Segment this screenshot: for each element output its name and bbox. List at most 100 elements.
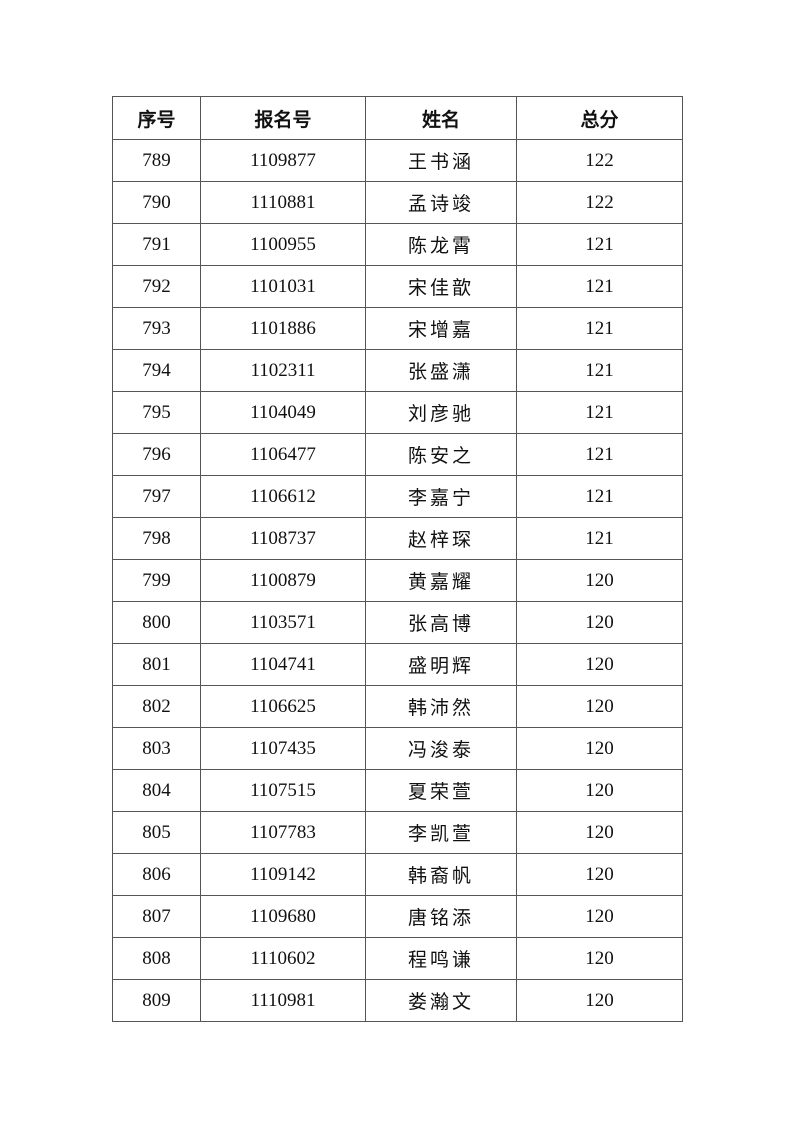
table-row: 792 1101031 宋佳歆 121 xyxy=(112,265,683,308)
header-index: 序号 xyxy=(112,96,201,140)
cell-total-score: 121 xyxy=(516,223,683,266)
cell-index: 806 xyxy=(112,853,201,896)
cell-registration-no: 1104741 xyxy=(200,643,366,686)
cell-name: 孟诗竣 xyxy=(365,181,517,224)
cell-index: 791 xyxy=(112,223,201,266)
cell-registration-no: 1106612 xyxy=(200,475,366,518)
cell-registration-no: 1100955 xyxy=(200,223,366,266)
cell-total-score: 122 xyxy=(516,139,683,182)
cell-name: 李凯萱 xyxy=(365,811,517,854)
table-row: 805 1107783 李凯萱 120 xyxy=(112,811,683,854)
cell-registration-no: 1110881 xyxy=(200,181,366,224)
cell-index: 809 xyxy=(112,979,201,1022)
table-row: 795 1104049 刘彦驰 121 xyxy=(112,391,683,434)
cell-index: 805 xyxy=(112,811,201,854)
table-row: 794 1102311 张盛潇 121 xyxy=(112,349,683,392)
cell-name: 宋佳歆 xyxy=(365,265,517,308)
cell-registration-no: 1101886 xyxy=(200,307,366,350)
header-total-score: 总分 xyxy=(516,96,683,140)
table-row: 803 1107435 冯浚泰 120 xyxy=(112,727,683,770)
table-row: 806 1109142 韩裔帆 120 xyxy=(112,853,683,896)
cell-name: 陈安之 xyxy=(365,433,517,476)
header-name: 姓名 xyxy=(365,96,517,140)
cell-total-score: 120 xyxy=(516,685,683,728)
cell-total-score: 121 xyxy=(516,475,683,518)
table-row: 793 1101886 宋增嘉 121 xyxy=(112,307,683,350)
header-registration-no: 报名号 xyxy=(200,96,366,140)
cell-name: 夏荣萱 xyxy=(365,769,517,812)
cell-index: 793 xyxy=(112,307,201,350)
cell-registration-no: 1104049 xyxy=(200,391,366,434)
cell-name: 韩沛然 xyxy=(365,685,517,728)
cell-name: 刘彦驰 xyxy=(365,391,517,434)
cell-total-score: 120 xyxy=(516,559,683,602)
cell-index: 802 xyxy=(112,685,201,728)
cell-index: 797 xyxy=(112,475,201,518)
cell-total-score: 120 xyxy=(516,727,683,770)
table-row: 797 1106612 李嘉宁 121 xyxy=(112,475,683,518)
cell-name: 王书涵 xyxy=(365,139,517,182)
cell-registration-no: 1108737 xyxy=(200,517,366,560)
table-row: 809 1110981 娄瀚文 120 xyxy=(112,979,683,1022)
cell-index: 800 xyxy=(112,601,201,644)
table-row: 790 1110881 孟诗竣 122 xyxy=(112,181,683,224)
table-row: 808 1110602 程鸣谦 120 xyxy=(112,937,683,980)
cell-name: 冯浚泰 xyxy=(365,727,517,770)
cell-total-score: 120 xyxy=(516,979,683,1022)
table-row: 799 1100879 黄嘉耀 120 xyxy=(112,559,683,602)
cell-registration-no: 1110981 xyxy=(200,979,366,1022)
table-row: 800 1103571 张高博 120 xyxy=(112,601,683,644)
cell-index: 795 xyxy=(112,391,201,434)
cell-index: 790 xyxy=(112,181,201,224)
cell-index: 796 xyxy=(112,433,201,476)
table-row: 801 1104741 盛明辉 120 xyxy=(112,643,683,686)
cell-name: 娄瀚文 xyxy=(365,979,517,1022)
cell-registration-no: 1101031 xyxy=(200,265,366,308)
table-row: 802 1106625 韩沛然 120 xyxy=(112,685,683,728)
cell-total-score: 120 xyxy=(516,601,683,644)
table-row: 789 1109877 王书涵 122 xyxy=(112,139,683,182)
cell-total-score: 120 xyxy=(516,643,683,686)
cell-registration-no: 1102311 xyxy=(200,349,366,392)
cell-index: 789 xyxy=(112,139,201,182)
cell-total-score: 121 xyxy=(516,391,683,434)
cell-total-score: 121 xyxy=(516,349,683,392)
cell-name: 宋增嘉 xyxy=(365,307,517,350)
cell-name: 赵梓琛 xyxy=(365,517,517,560)
table-row: 798 1108737 赵梓琛 121 xyxy=(112,517,683,560)
table-row: 807 1109680 唐铭添 120 xyxy=(112,895,683,938)
cell-index: 807 xyxy=(112,895,201,938)
cell-registration-no: 1109142 xyxy=(200,853,366,896)
cell-index: 801 xyxy=(112,643,201,686)
cell-total-score: 121 xyxy=(516,265,683,308)
cell-registration-no: 1109877 xyxy=(200,139,366,182)
cell-name: 韩裔帆 xyxy=(365,853,517,896)
cell-registration-no: 1109680 xyxy=(200,895,366,938)
cell-registration-no: 1106625 xyxy=(200,685,366,728)
cell-total-score: 120 xyxy=(516,853,683,896)
cell-registration-no: 1110602 xyxy=(200,937,366,980)
cell-total-score: 120 xyxy=(516,769,683,812)
score-table: 序号 报名号 姓名 总分 789 1109877 王书涵 122 790 1110881 孟… xyxy=(112,96,683,1022)
cell-index: 792 xyxy=(112,265,201,308)
cell-total-score: 120 xyxy=(516,811,683,854)
cell-index: 798 xyxy=(112,517,201,560)
cell-name: 黄嘉耀 xyxy=(365,559,517,602)
cell-registration-no: 1100879 xyxy=(200,559,366,602)
cell-registration-no: 1103571 xyxy=(200,601,366,644)
cell-registration-no: 1107435 xyxy=(200,727,366,770)
cell-name: 盛明辉 xyxy=(365,643,517,686)
cell-total-score: 120 xyxy=(516,937,683,980)
cell-registration-no: 1106477 xyxy=(200,433,366,476)
cell-total-score: 120 xyxy=(516,895,683,938)
table-row: 804 1107515 夏荣萱 120 xyxy=(112,769,683,812)
cell-index: 794 xyxy=(112,349,201,392)
cell-total-score: 121 xyxy=(516,307,683,350)
cell-registration-no: 1107515 xyxy=(200,769,366,812)
cell-index: 799 xyxy=(112,559,201,602)
cell-name: 李嘉宁 xyxy=(365,475,517,518)
header-row: 序号 报名号 姓名 总分 xyxy=(112,96,683,140)
table-row: 796 1106477 陈安之 121 xyxy=(112,433,683,476)
cell-registration-no: 1107783 xyxy=(200,811,366,854)
cell-name: 程鸣谦 xyxy=(365,937,517,980)
